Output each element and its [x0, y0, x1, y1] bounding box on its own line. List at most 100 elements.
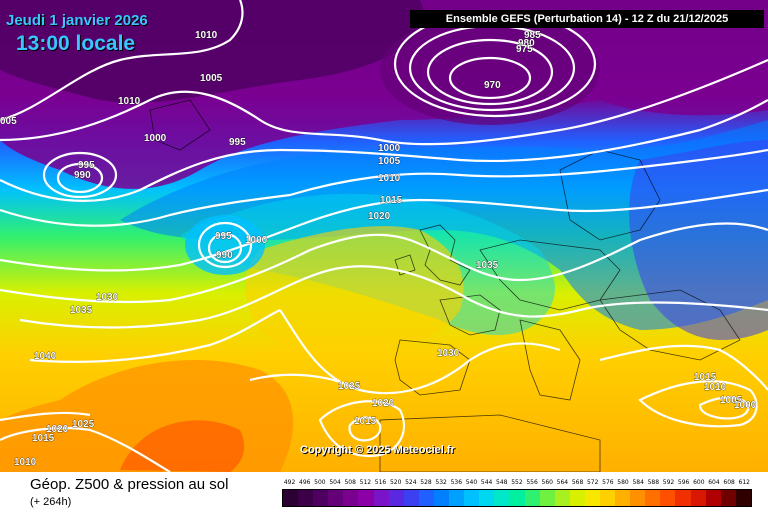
legend-value: 540 — [465, 479, 478, 486]
legend-value: 572 — [586, 479, 599, 486]
product-title: Géop. Z500 & pression au sol — [30, 476, 229, 493]
isobar-label: 1030 — [437, 348, 460, 359]
legend-value: 528 — [420, 479, 432, 486]
model-run-info: Ensemble GEFS (Perturbation 14) - 12 Z d… — [410, 10, 764, 28]
forecast-date: Jeudi 1 janvier 2026 — [6, 12, 148, 29]
isobar-label: 1015 — [32, 433, 55, 444]
legend-value: 576 — [602, 479, 614, 486]
isobar-label: 975 — [516, 44, 533, 55]
legend-swatch — [298, 490, 314, 506]
isobar-label: 1005 — [378, 156, 401, 167]
isobar-label: 1010 — [14, 457, 37, 468]
legend-value: 612 — [738, 479, 750, 486]
legend-swatch — [283, 490, 299, 506]
lead-time: (+ 264h) — [30, 496, 72, 508]
legend-value: 524 — [405, 479, 417, 486]
isobar-label: 1010 — [704, 382, 727, 393]
footer: Géop. Z500 & pression au sol (+ 264h) 49… — [0, 472, 768, 512]
legend-value: 532 — [435, 479, 447, 486]
weather-map: 1010 1005 1010 005 1000 995 990 995 985 … — [0, 0, 768, 472]
isobar-label: 985 — [524, 30, 541, 41]
legend-swatch — [403, 490, 419, 506]
legend-value: 544 — [480, 479, 493, 486]
isobar-label: 1040 — [34, 351, 57, 362]
isobar-label: 1020 — [46, 424, 69, 435]
legend-swatch — [494, 490, 510, 506]
isobar-label: 1000 — [144, 133, 167, 144]
isobar-label: 995 — [215, 231, 232, 242]
isobar-label: 995 — [229, 137, 246, 148]
legend-swatch — [720, 490, 736, 506]
isobar-label: 1035 — [70, 305, 93, 316]
legend-swatch — [373, 490, 389, 506]
isobar-label: 990 — [216, 250, 233, 261]
legend-value: 596 — [677, 479, 690, 486]
legend-value: 500 — [314, 479, 326, 486]
legend-swatch — [675, 490, 691, 506]
legend-value: 496 — [299, 479, 311, 486]
isobar-label: 1035 — [476, 260, 499, 271]
legend-value: 604 — [708, 479, 720, 486]
legend-value: 516 — [374, 479, 387, 486]
color-legend: 492 496 500 504 508 512 516 520 524 528 532 536 540 5… — [282, 477, 752, 509]
legend-value: 504 — [329, 479, 341, 486]
legend-swatch — [584, 490, 600, 506]
legend-swatch — [418, 490, 434, 506]
legend-value: 600 — [693, 479, 705, 486]
legend-swatch — [433, 490, 450, 506]
legend-swatch — [509, 490, 525, 506]
legend-value: 548 — [496, 479, 508, 486]
copyright-notice: Copyright © 2025 Meteociel.fr — [300, 444, 455, 456]
legend-value: 552 — [511, 479, 523, 486]
legend-swatch — [660, 490, 676, 506]
legend-value: 536 — [450, 479, 463, 486]
isobar-label: 005 — [0, 116, 17, 127]
legend-swatch — [464, 490, 480, 506]
isobar-label: 980 — [518, 38, 535, 49]
legend-value: 588 — [647, 479, 660, 486]
legend-swatch — [645, 490, 661, 506]
legend-value: 508 — [344, 479, 356, 486]
isobar-label: 1000 — [734, 400, 757, 411]
legend-swatches — [282, 489, 752, 507]
legend-swatch — [449, 490, 465, 506]
isobar-label: 1000 — [245, 235, 268, 246]
legend-value: 520 — [389, 479, 402, 486]
legend-value: 512 — [359, 479, 372, 486]
isobar-label: 1015 — [380, 195, 403, 206]
legend-value: 568 — [571, 479, 584, 486]
forecast-local-time: 13:00 locale — [16, 32, 136, 55]
isobar-label: 1000 — [378, 143, 401, 154]
legend-value: 564 — [556, 479, 569, 486]
legend-swatch — [705, 490, 721, 506]
legend-swatch — [388, 490, 404, 506]
legend-value: 580 — [617, 479, 629, 486]
legend-value: 584 — [632, 479, 644, 486]
isobar-labels: 1010 1005 1010 005 1000 995 990 995 985 … — [0, 30, 757, 469]
legend-swatch — [735, 490, 751, 506]
isobar-label: 995 — [78, 160, 95, 171]
isobar-label: 1020 — [368, 211, 391, 222]
legend-swatch — [524, 490, 540, 506]
legend-swatch — [630, 490, 646, 506]
isobar-label: 1015 — [354, 416, 377, 427]
isobar-label: 1025 — [338, 381, 361, 392]
legend-swatch — [569, 490, 585, 506]
isobar-label: 1025 — [72, 419, 95, 430]
isobar-label: 1005 — [200, 73, 223, 84]
legend-swatch — [554, 490, 570, 506]
legend-swatch — [358, 490, 374, 506]
legend-value: 560 — [541, 479, 553, 486]
legend-swatch — [313, 490, 329, 506]
legend-swatch — [479, 490, 495, 506]
isobar-label: 1020 — [372, 398, 395, 409]
legend-swatch — [328, 490, 344, 506]
isobar-label: 1030 — [96, 292, 119, 303]
legend-value: 592 — [662, 479, 675, 486]
isobar-label: 1015 — [694, 372, 717, 383]
isobar-label: 970 — [484, 80, 501, 91]
legend-swatch — [539, 490, 555, 506]
geopotential-field: 1010 1005 1010 005 1000 995 990 995 985 … — [0, 0, 768, 472]
legend-values: 492 496 500 504 508 512 516 520 524 528 532 536 540 5… — [282, 477, 752, 489]
isobar-label: 1010 — [118, 96, 141, 107]
